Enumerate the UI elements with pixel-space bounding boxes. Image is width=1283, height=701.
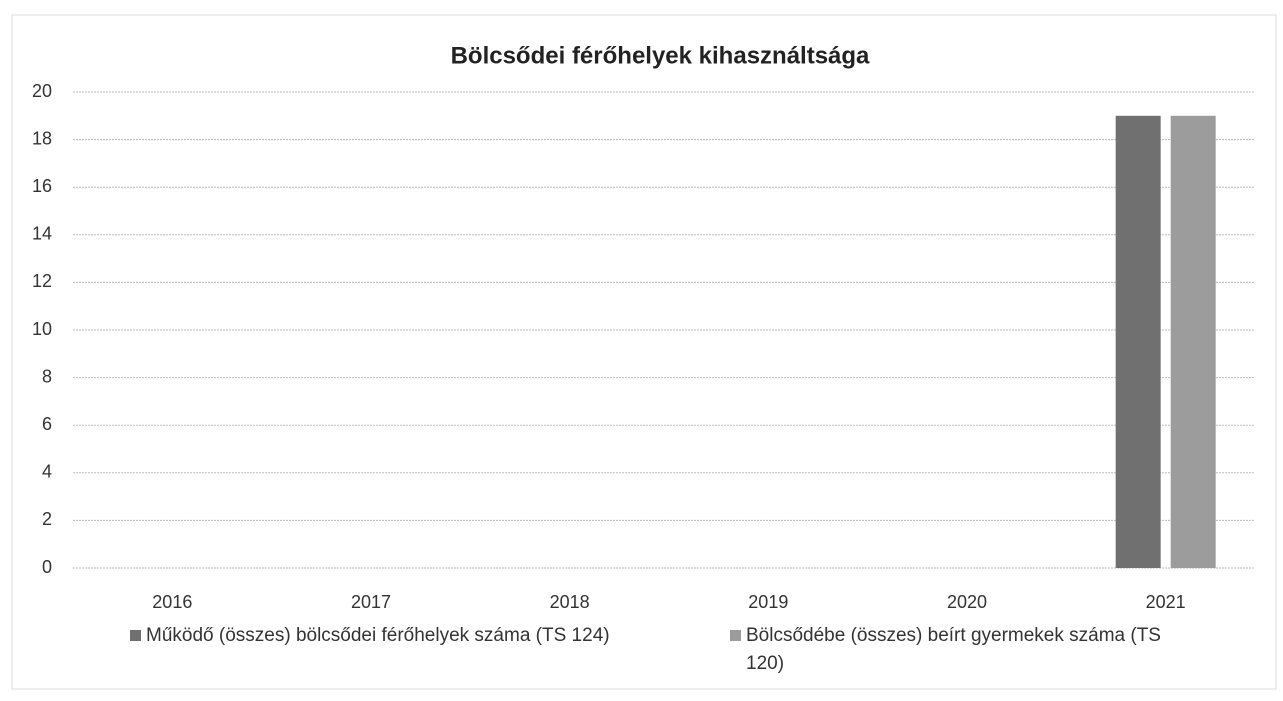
x-tick-label: 2016 <box>152 592 192 612</box>
x-tick-label: 2021 <box>1146 592 1186 612</box>
y-tick-label: 12 <box>32 271 52 291</box>
y-tick-label: 18 <box>32 128 52 148</box>
y-tick-label: 4 <box>42 462 52 482</box>
y-tick-label: 10 <box>32 319 52 339</box>
legend-item: Bölcsődébe (összes) beírt gyermekek szám… <box>730 622 1170 678</box>
legend-label: Működő (összes) bölcsődei férőhelyek szá… <box>146 625 610 646</box>
x-tick-label: 2019 <box>748 592 788 612</box>
y-tick-label: 6 <box>42 414 52 434</box>
legend-item: Működő (összes) bölcsődei férőhelyek szá… <box>130 622 730 678</box>
y-tick-label: 2 <box>42 509 52 529</box>
y-tick-label: 0 <box>42 557 52 577</box>
x-tick-label: 2017 <box>351 592 391 612</box>
y-tick-label: 20 <box>32 81 52 101</box>
bar <box>1115 115 1161 569</box>
y-tick-label: 16 <box>32 176 52 196</box>
chart-border <box>11 14 1277 690</box>
legend-label: Bölcsődébe (összes) beírt gyermekek szám… <box>746 625 1161 674</box>
x-tick-label: 2018 <box>550 592 590 612</box>
x-tick-label: 2020 <box>947 592 987 612</box>
bar <box>1170 115 1216 569</box>
chart-title: Bölcsődei férőhelyek kihasználtsága <box>451 42 870 69</box>
legend-swatch <box>130 630 141 641</box>
y-tick-label: 14 <box>32 224 52 244</box>
legend: Működő (összes) bölcsődei férőhelyek szá… <box>130 622 1210 678</box>
legend-swatch <box>730 630 741 641</box>
y-tick-label: 8 <box>42 366 52 386</box>
